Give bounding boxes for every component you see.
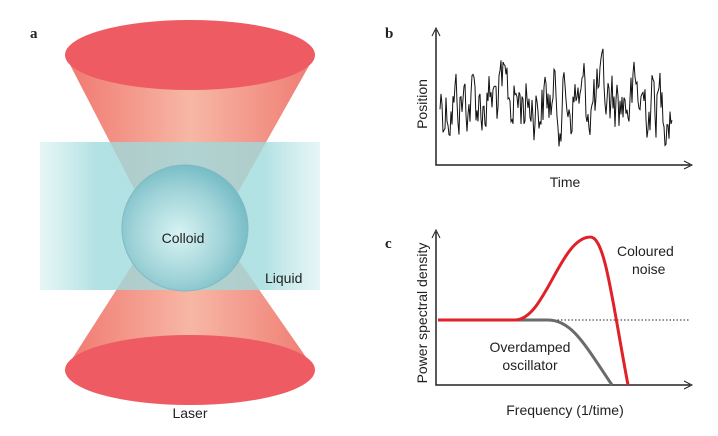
liquid-label: Liquid xyxy=(265,270,302,286)
colloid-label: Colloid xyxy=(162,230,205,246)
overdamped-label: oscillator xyxy=(502,357,558,373)
position-trace xyxy=(440,49,672,147)
panel-a: a Colloid Liquid Laser xyxy=(30,20,320,421)
y-axis-label: Position xyxy=(414,79,430,129)
x-axis-label: Time xyxy=(550,174,581,190)
panel-c: c Power spectral density Frequency (1/ti… xyxy=(385,230,692,418)
panel-label: a xyxy=(30,26,38,42)
laser-bottom-face xyxy=(65,335,315,405)
figure: a Colloid Liquid Laser b Position Time c… xyxy=(0,0,718,436)
y-axis-label: Power spectral density xyxy=(414,243,430,384)
panel-b: b Position Time xyxy=(385,26,692,190)
coloured-noise-label: noise xyxy=(632,261,666,277)
laser-top-face xyxy=(65,20,315,90)
overdamped-label: Overdamped xyxy=(490,339,571,355)
coloured-noise-label: Coloured xyxy=(617,243,674,259)
colloid xyxy=(122,165,248,291)
axes xyxy=(436,30,690,165)
panel-label: b xyxy=(385,26,393,42)
panel-label: c xyxy=(385,236,392,252)
laser-label: Laser xyxy=(172,405,207,421)
x-axis-label: Frequency (1/time) xyxy=(506,402,623,418)
